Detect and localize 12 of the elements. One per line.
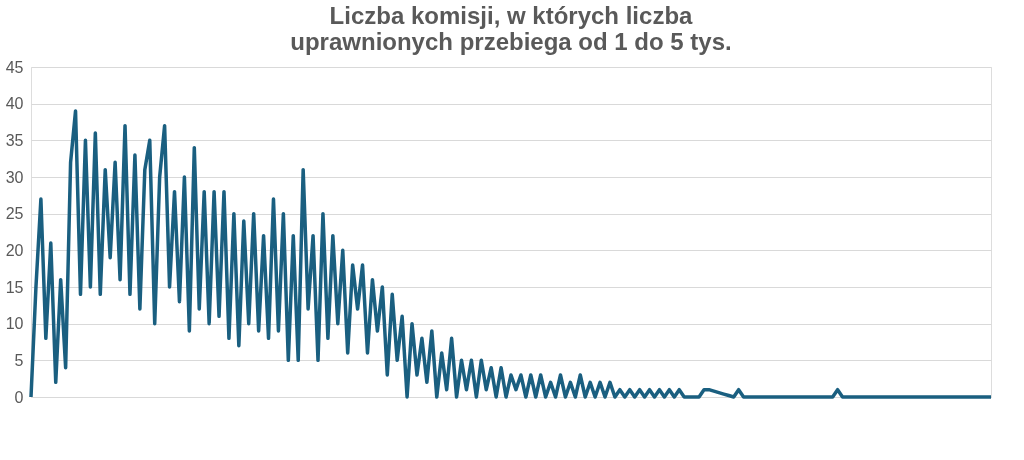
y-tick-label: 30 [5, 168, 24, 186]
y-tick-label: 25 [5, 205, 24, 223]
y-tick-label: 0 [14, 388, 24, 406]
y-tick-label: 15 [5, 278, 24, 296]
chart-title: Liczba komisji, w których liczba uprawnionych przebiega od 1 do 5 tys. [290, 2, 732, 55]
y-tick-label: 45 [5, 58, 24, 76]
y-tick-label: 35 [5, 131, 24, 149]
y-tick-label: 40 [5, 95, 24, 113]
y-tick-label: 10 [5, 315, 24, 333]
y-tick-label: 5 [14, 351, 24, 369]
line-series [29, 109, 993, 399]
y-tick-label: 20 [5, 241, 24, 259]
